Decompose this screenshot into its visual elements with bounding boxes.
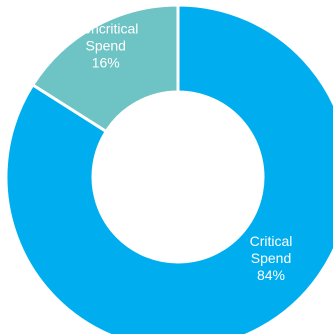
slice-0 — [4, 3, 333, 334]
slice-label-line: Spend — [251, 250, 291, 266]
slice-1 — [30, 3, 180, 134]
slice-label-line: Noncritical — [73, 21, 138, 37]
slice-label-line: 84% — [257, 267, 285, 283]
slice-label-line: Critical — [250, 233, 293, 249]
slice-label-1: Noncritical Spend 16% — [73, 21, 138, 71]
slice-label-0: Critical Spend 84% — [250, 233, 293, 283]
slice-label-line: 16% — [92, 55, 120, 71]
slice-label-line: Spend — [85, 38, 125, 54]
